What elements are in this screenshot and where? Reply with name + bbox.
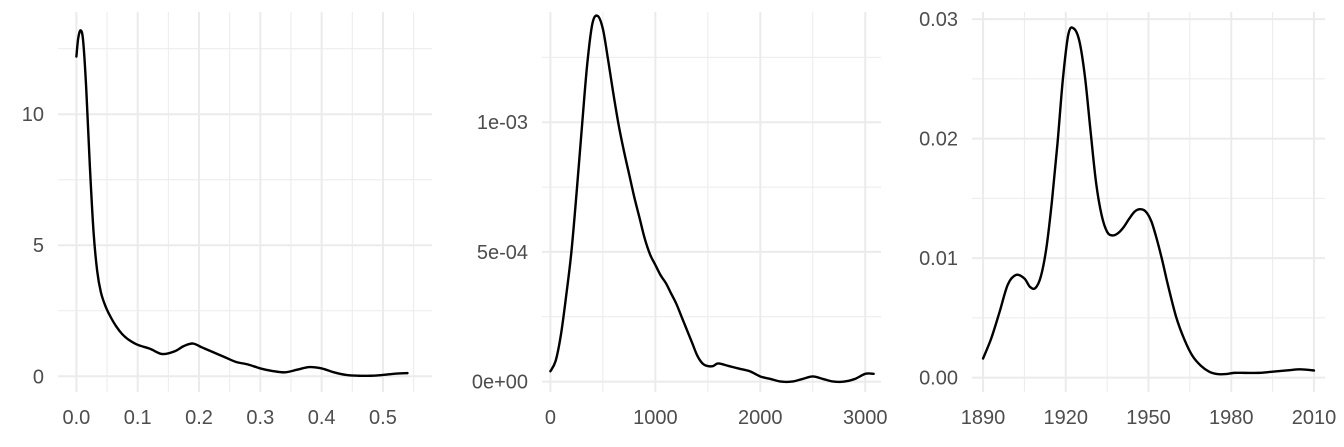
density-curve [549, 14, 875, 384]
x-tick-label: 0.0 [62, 407, 90, 429]
x-tick-label: 1890 [961, 407, 1006, 429]
x-tick-label: 0 [545, 407, 556, 429]
y-tick-label: 0.02 [919, 129, 958, 151]
x-tick-label: 0.4 [308, 407, 336, 429]
y-tick-label: 0.00 [919, 368, 958, 390]
x-tick-label: 1980 [1209, 407, 1254, 429]
density-curve [981, 26, 1316, 376]
y-tick-label: 0.03 [919, 9, 958, 31]
x-tick-label: 0.3 [246, 407, 274, 429]
density-panel-2: 0 1000 2000 3000 0e+00 5e-04 1e-03 [472, 12, 888, 429]
y-tick-label: 0 [33, 366, 44, 388]
x-tick-label: 0.1 [124, 407, 152, 429]
density-curve [75, 29, 409, 378]
y-tick-label: 1e-03 [477, 112, 528, 134]
y-tick-label: 10 [22, 104, 44, 126]
x-tick-label: 2000 [738, 407, 783, 429]
density-panel-3: 1890 1920 1950 1980 2010 0.00 0.01 0.02 0.03 [919, 9, 1336, 429]
x-tick-label: 1920 [1044, 407, 1089, 429]
x-tick-label: 0.5 [369, 407, 397, 429]
y-tick-label: 5 [33, 235, 44, 257]
y-tick-label: 0.01 [919, 248, 958, 270]
x-tick-label: 1950 [1126, 407, 1171, 429]
x-tick-label: 1000 [633, 407, 678, 429]
density-panel-1: 0.0 0.1 0.2 0.3 0.4 0.5 0 5 10 [22, 12, 432, 429]
y-tick-label: 0e+00 [472, 372, 528, 394]
x-tick-label: 0.2 [185, 407, 213, 429]
y-tick-label: 5e-04 [477, 242, 528, 264]
x-tick-label: 2010 [1292, 407, 1337, 429]
x-tick-label: 3000 [843, 407, 888, 429]
